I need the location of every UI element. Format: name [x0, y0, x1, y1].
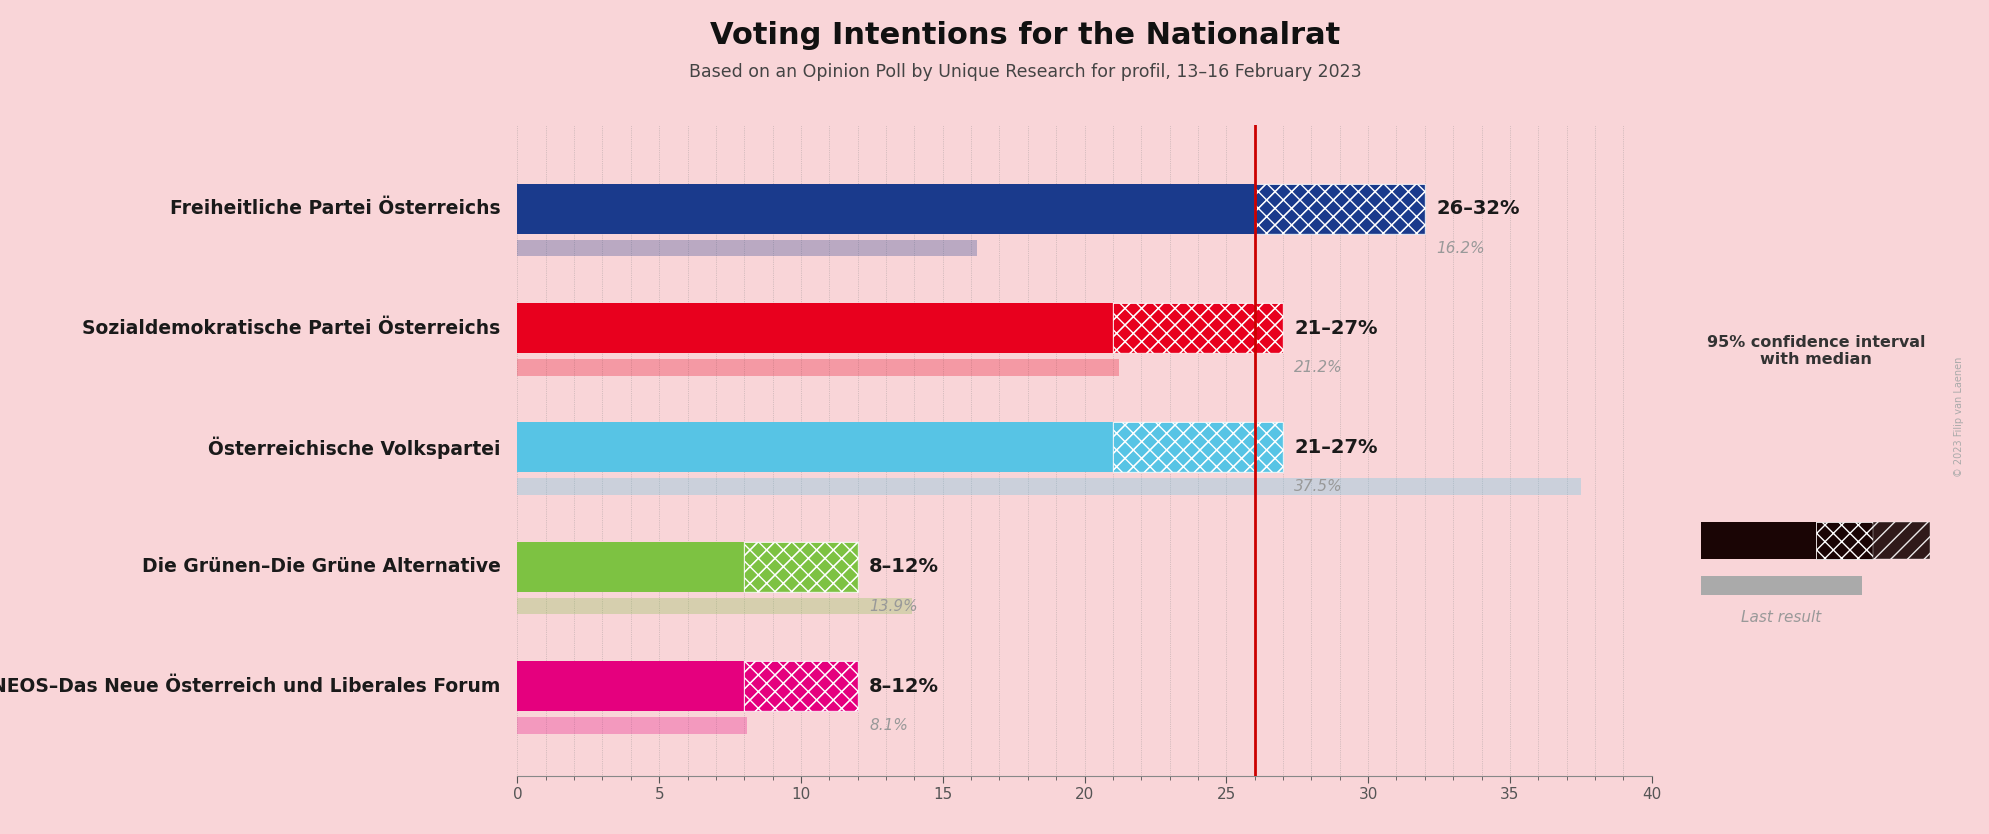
Bar: [744, 661, 857, 711]
Text: Österreichische Volkspartei: Österreichische Volkspartei: [207, 436, 499, 459]
Text: 21–27%: 21–27%: [1293, 438, 1376, 457]
Bar: [517, 598, 911, 615]
Bar: [517, 303, 1112, 353]
Bar: [517, 479, 1579, 495]
Bar: [1701, 576, 1862, 595]
Bar: [1112, 422, 1283, 472]
Bar: [517, 422, 1112, 472]
Text: Based on an Opinion Poll by Unique Research for profil, 13–16 February 2023: Based on an Opinion Poll by Unique Resea…: [688, 63, 1360, 81]
Text: 21.2%: 21.2%: [1293, 360, 1343, 375]
Bar: [517, 541, 744, 592]
Bar: [1701, 522, 1814, 559]
Bar: [1872, 522, 1929, 559]
Text: 21–27%: 21–27%: [1293, 319, 1376, 338]
Bar: [1814, 522, 1872, 559]
Bar: [1112, 422, 1283, 472]
Text: © 2023 Filip van Laenen: © 2023 Filip van Laenen: [1953, 357, 1963, 477]
Text: Last result: Last result: [1740, 610, 1820, 626]
Bar: [517, 239, 977, 256]
Bar: [1253, 183, 1424, 234]
Bar: [1112, 303, 1283, 353]
Bar: [744, 541, 857, 592]
Text: Voting Intentions for the Nationalrat: Voting Intentions for the Nationalrat: [710, 21, 1339, 50]
Bar: [1253, 183, 1424, 234]
Text: 26–32%: 26–32%: [1436, 199, 1520, 219]
Text: 8–12%: 8–12%: [869, 557, 939, 576]
Text: Die Grünen–Die Grüne Alternative: Die Grünen–Die Grüne Alternative: [141, 557, 499, 576]
Text: 37.5%: 37.5%: [1293, 480, 1343, 495]
Text: 8–12%: 8–12%: [869, 676, 939, 696]
Text: Freiheitliche Partei Österreichs: Freiheitliche Partei Österreichs: [169, 199, 499, 219]
Bar: [744, 541, 857, 592]
Text: 95% confidence interval
with median: 95% confidence interval with median: [1707, 334, 1923, 367]
Bar: [1112, 303, 1283, 353]
Bar: [517, 359, 1118, 376]
Text: Sozialdemokratische Partei Österreichs: Sozialdemokratische Partei Österreichs: [82, 319, 499, 338]
Bar: [517, 661, 744, 711]
Text: NEOS–Das Neue Österreich und Liberales Forum: NEOS–Das Neue Österreich und Liberales F…: [0, 676, 499, 696]
Text: 8.1%: 8.1%: [869, 718, 907, 733]
Bar: [517, 717, 746, 734]
Bar: [517, 183, 1253, 234]
Bar: [744, 661, 857, 711]
Text: 13.9%: 13.9%: [869, 599, 917, 614]
Text: 16.2%: 16.2%: [1436, 240, 1484, 255]
